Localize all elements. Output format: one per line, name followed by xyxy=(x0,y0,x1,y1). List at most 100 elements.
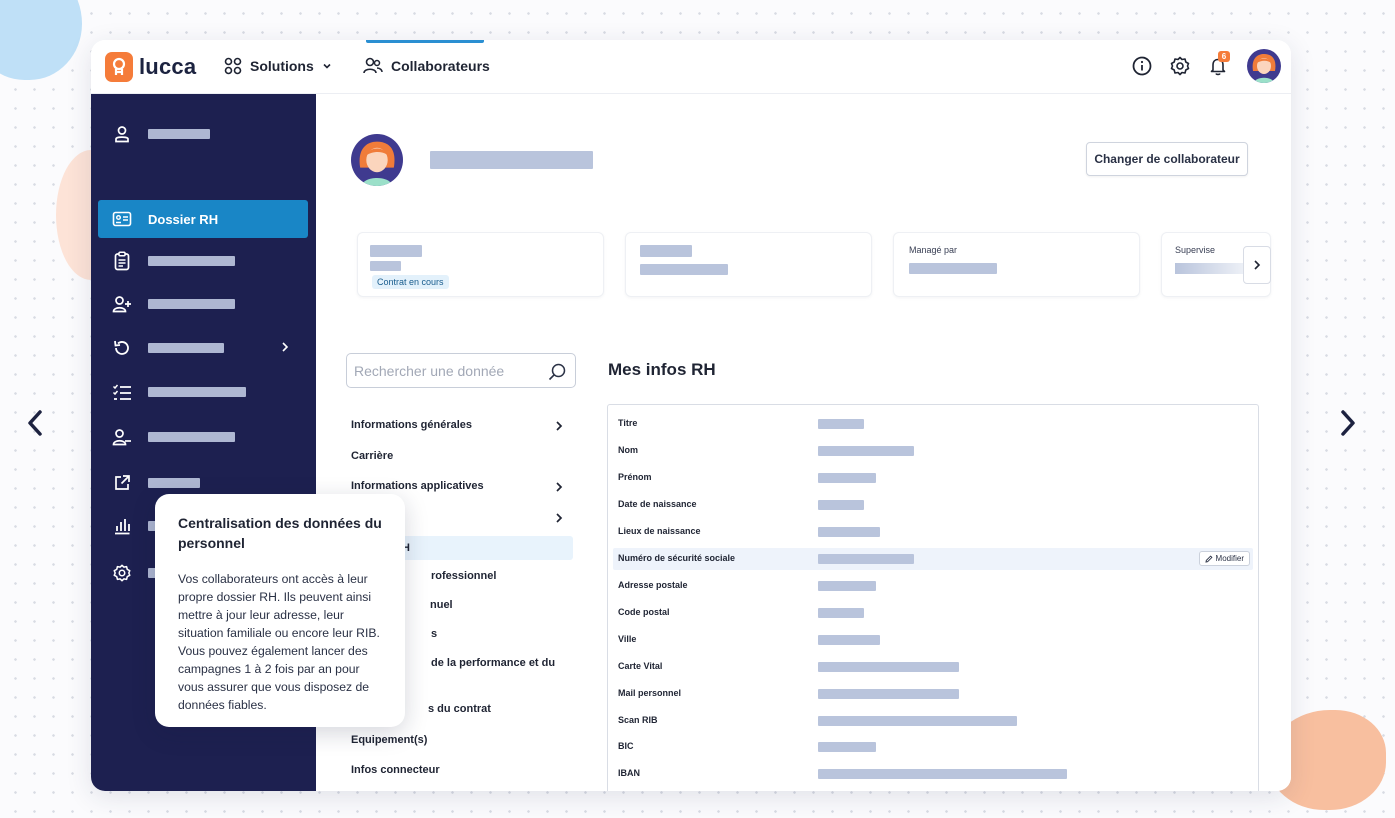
info-row-date-naissance[interactable]: Date de naissance xyxy=(613,494,1253,516)
users-icon xyxy=(363,57,383,74)
menu-item-label: Equipement(s) xyxy=(351,734,428,746)
field-label: Scan RIB xyxy=(618,715,658,725)
field-value-placeholder xyxy=(818,716,1017,726)
info-row-prenom[interactable]: Prénom xyxy=(613,467,1253,489)
change-employee-button[interactable]: Changer de collaborateur xyxy=(1086,142,1248,176)
menu-item-label: Infos connecteur xyxy=(351,764,440,776)
info-row-bic[interactable]: BIC xyxy=(613,736,1253,758)
menu-item-entretien[interactable]: nuel xyxy=(346,593,574,617)
menu-item-hidden-section[interactable] xyxy=(346,505,574,529)
field-label: BIC xyxy=(618,741,634,751)
menu-item-label: Informations générales xyxy=(351,419,473,431)
manager-name-placeholder xyxy=(909,263,997,274)
chevron-right-icon xyxy=(556,421,563,431)
grid-icon xyxy=(224,57,242,75)
carousel-next-button[interactable] xyxy=(1333,405,1361,441)
manager-card: Managé par xyxy=(893,232,1140,297)
managed-by-label: Managé par xyxy=(909,245,958,255)
info-row-securite-sociale[interactable]: Numéro de sécurité sociale Modifier xyxy=(613,548,1253,570)
settings-button[interactable] xyxy=(1169,55,1191,77)
chevron-right-icon xyxy=(556,482,563,492)
tooltip-title: Centralisation des données du personnel xyxy=(178,515,382,551)
info-row-carte-vital[interactable]: Carte Vital xyxy=(613,656,1253,678)
decorative-blob-blue xyxy=(0,0,82,80)
sidebar-item-label-placeholder xyxy=(148,478,200,488)
department-placeholder xyxy=(370,261,401,271)
field-label: Numéro de sécurité sociale xyxy=(618,553,736,563)
sidebar-item-reviews[interactable] xyxy=(98,329,308,367)
tooltip-body: Vos collaborateurs ont accès à leur prop… xyxy=(178,572,380,712)
refresh-icon xyxy=(112,338,132,358)
info-row-adresse[interactable]: Adresse postale xyxy=(613,575,1253,597)
help-button[interactable] xyxy=(1131,55,1153,77)
user-avatar[interactable] xyxy=(1247,49,1281,83)
menu-item-general[interactable]: Informations générales xyxy=(346,413,574,437)
checklist-icon xyxy=(112,382,132,402)
field-value-placeholder xyxy=(818,581,876,591)
menu-item-career[interactable]: Carrière xyxy=(346,444,574,468)
notifications-button[interactable]: 6 xyxy=(1207,51,1230,77)
app-window: lucca Solutions Collaborateurs 6 xyxy=(91,40,1291,791)
info-row-titre[interactable]: Titre xyxy=(613,413,1253,435)
info-row-mail-personnel[interactable]: Mail personnel xyxy=(613,683,1253,705)
menu-item-label: Informations applicatives xyxy=(351,480,484,492)
field-value-placeholder xyxy=(818,554,914,564)
chevron-right-icon xyxy=(556,513,563,523)
sidebar-item-external[interactable] xyxy=(98,464,308,502)
feature-tooltip: Centralisation des données du personnel … xyxy=(155,494,405,727)
info-row-nom[interactable]: Nom xyxy=(613,440,1253,462)
menu-item-absences[interactable]: s xyxy=(346,622,574,646)
sidebar-item-tasks[interactable] xyxy=(98,373,308,411)
search-icon xyxy=(548,363,566,381)
user-minus-icon xyxy=(112,427,132,447)
sidebar-item-label: Dossier RH xyxy=(148,211,219,227)
user-icon xyxy=(112,124,132,144)
lucca-logo-icon xyxy=(105,52,133,82)
carousel-prev-button[interactable] xyxy=(22,405,50,441)
info-row-scan-rib[interactable]: Scan RIB xyxy=(613,710,1253,732)
lucca-logo[interactable]: lucca xyxy=(105,52,196,82)
sidebar-item-dossier-rh[interactable]: Dossier RH xyxy=(98,200,308,238)
nav-collaborateurs[interactable]: Collaborateurs xyxy=(363,57,490,75)
info-row-code-postal[interactable]: Code postal xyxy=(613,602,1253,624)
field-value-placeholder xyxy=(818,608,864,618)
field-label: Titre xyxy=(618,418,638,428)
menu-item-label: Carrière xyxy=(351,450,394,462)
data-search xyxy=(346,353,576,388)
sidebar-item-profile[interactable] xyxy=(98,115,308,153)
menu-item-label: de la performance et du xyxy=(431,657,556,669)
sidebar-item-onboarding[interactable] xyxy=(98,285,308,323)
establishment-placeholder xyxy=(640,264,728,275)
contract-status-badge: Contrat en cours xyxy=(372,275,449,289)
search-input[interactable] xyxy=(354,362,544,379)
modify-button[interactable]: Modifier xyxy=(1198,551,1250,566)
field-value-placeholder xyxy=(818,527,880,537)
section-title: Mes infos RH xyxy=(608,360,716,379)
field-label: IBAN xyxy=(618,768,640,778)
sidebar-item-label-placeholder xyxy=(148,129,210,139)
field-label: Nom xyxy=(618,445,638,455)
sidebar-item-label-placeholder xyxy=(148,387,246,397)
menu-item-equipement[interactable]: Equipement(s) xyxy=(346,728,574,752)
top-bar: lucca Solutions Collaborateurs 6 xyxy=(91,40,1291,94)
cards-next-button[interactable] xyxy=(1243,246,1271,284)
field-label: Code postal xyxy=(618,607,670,617)
nav-active-indicator xyxy=(366,40,484,43)
menu-item-performance[interactable]: de la performance et du xyxy=(346,651,574,675)
info-row-ville[interactable]: Ville xyxy=(613,629,1253,651)
menu-item-contrat[interactable]: s du contrat xyxy=(346,697,574,721)
settings-icon xyxy=(112,563,132,583)
field-label: Adresse postale xyxy=(618,580,688,590)
nav-solutions[interactable]: Solutions xyxy=(224,57,332,75)
info-row-iban[interactable]: IBAN xyxy=(613,763,1253,785)
menu-item-connecteur[interactable]: Infos connecteur xyxy=(346,758,574,782)
menu-item-label: rofessionnel xyxy=(431,570,497,582)
menu-item-applications[interactable]: Informations applicatives xyxy=(346,474,574,498)
sidebar-item-clipboard[interactable] xyxy=(98,242,308,280)
field-label: Lieux de naissance xyxy=(618,526,701,536)
info-row-lieux-naissance[interactable]: Lieux de naissance xyxy=(613,521,1253,543)
menu-item-parcours[interactable]: rofessionnel xyxy=(346,564,574,588)
job-title-placeholder xyxy=(370,245,422,257)
field-label: Prénom xyxy=(618,472,652,482)
sidebar-item-offboarding[interactable] xyxy=(98,418,308,456)
